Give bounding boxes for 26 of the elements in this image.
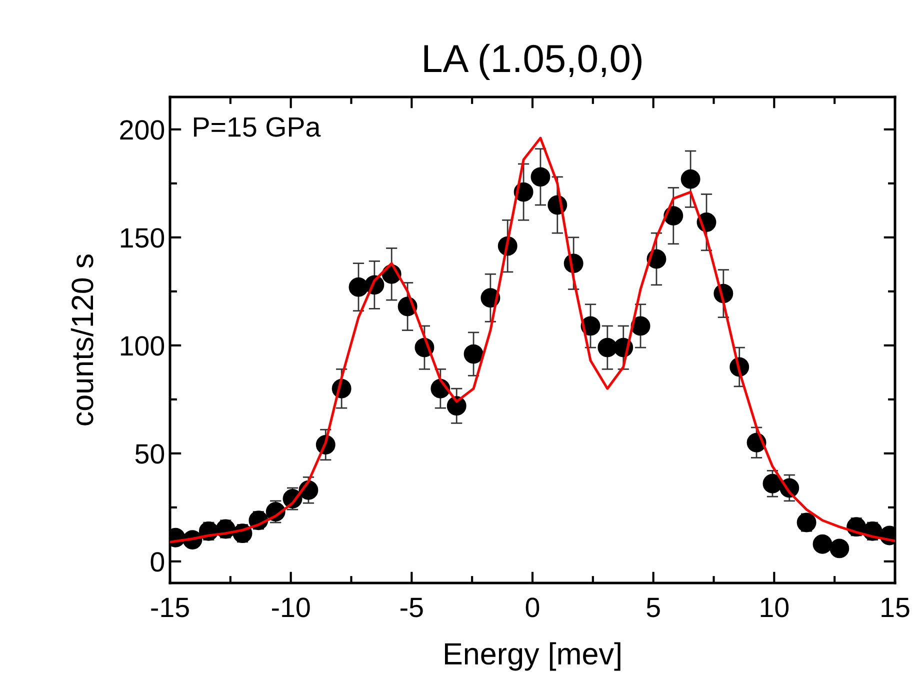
x-tick-label: -10 — [272, 598, 310, 618]
point — [464, 344, 484, 364]
x-tick-label: 10 — [760, 598, 789, 618]
y-tick-label: 100 — [120, 336, 164, 356]
chart-title: LA (1.05,0,0) — [424, 44, 642, 80]
point — [680, 169, 700, 189]
y-tick-label: 50 — [135, 444, 164, 464]
x-tick-label: 0 — [526, 598, 540, 618]
x-tick-label: 5 — [646, 598, 660, 618]
x-tick-label: -15 — [151, 598, 189, 618]
point — [530, 167, 550, 187]
x-axis-title: Energy [mev] — [445, 642, 620, 671]
y-tick-label: 200 — [120, 120, 164, 140]
point — [796, 512, 816, 532]
y-tick-label: 0 — [150, 552, 164, 572]
point — [830, 538, 850, 558]
y-axis-title: counts/120 s — [70, 254, 94, 426]
point — [812, 534, 832, 554]
annotation: P=15 GPa — [194, 117, 321, 137]
x-tick-label: -5 — [400, 598, 423, 618]
point — [348, 277, 368, 297]
y-tick-label: 150 — [120, 228, 164, 248]
point — [762, 474, 782, 494]
point — [598, 338, 618, 358]
x-tick-label: 15 — [882, 598, 910, 618]
point — [630, 316, 650, 336]
